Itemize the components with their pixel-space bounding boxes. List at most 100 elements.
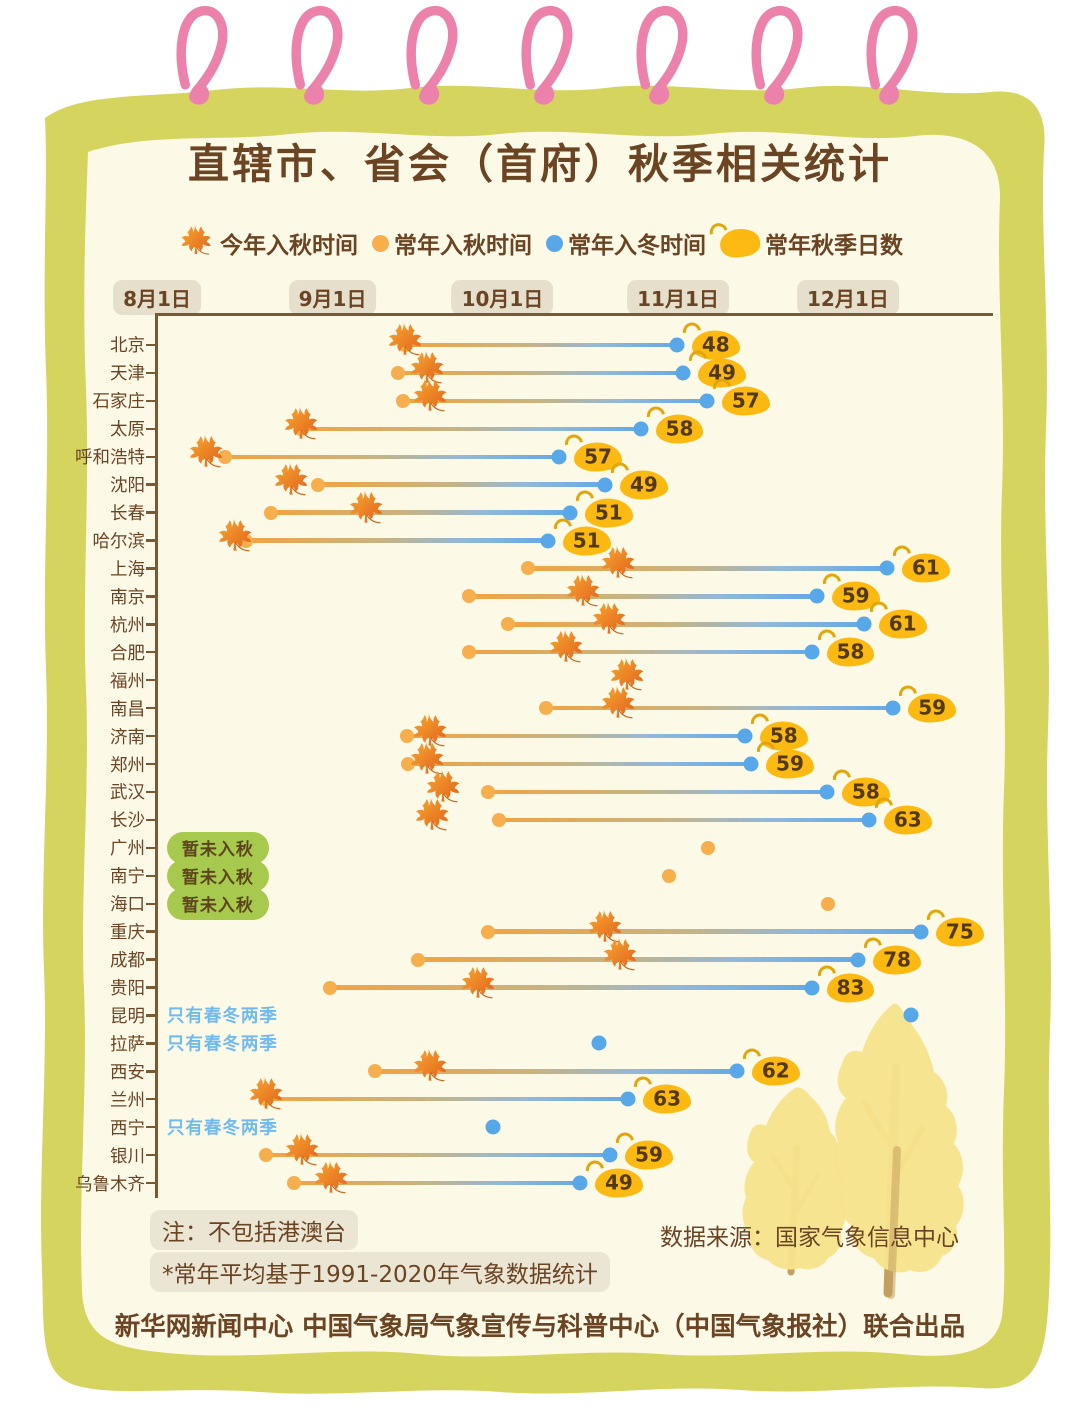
season-track: [294, 1180, 580, 1186]
city-label: 银川: [110, 1146, 145, 1167]
chart-row: 南宁 暂未入秋: [12, 859, 977, 892]
normal-autumn-dot: [400, 757, 415, 772]
legend-label: 常年入冬时间: [568, 233, 706, 259]
x-axis-labels: 8月1日 9月1日 10月1日 11月1日 12月1日: [113, 280, 977, 315]
chart-row: 西安 62: [12, 1056, 977, 1086]
chart-row: 长春 51: [12, 499, 977, 528]
no-autumn-badge: 暂未入秋: [166, 887, 269, 920]
autumn-days-badge: 61: [901, 553, 950, 583]
autumn-days-badge: 59: [625, 1140, 673, 1170]
city-label: 武汉: [110, 783, 145, 804]
footnotes: 注：不包括港澳台 *常年平均基于1991-2020年气象数据统计: [150, 1210, 610, 1292]
normal-autumn-dot: [287, 1176, 302, 1191]
chart-row: 重庆 75: [12, 918, 984, 947]
chart-row: 太原 58: [12, 415, 977, 444]
normal-winter-dot: [861, 812, 877, 828]
normal-winter-dot: [743, 756, 759, 772]
normal-autumn-dot: [258, 1148, 273, 1163]
normal-autumn-dot: [539, 701, 554, 716]
chart-row: 呼和浩特 57: [12, 442, 977, 472]
autumn-days-badge: 83: [826, 973, 875, 1003]
footnote-line: *常年平均基于1991-2020年气象数据统计: [150, 1252, 610, 1292]
normal-winter-dot: [737, 728, 753, 744]
maple-leaf-icon: [587, 601, 631, 643]
autumn-days-badge: 62: [751, 1056, 800, 1086]
no-autumn-badge: 暂未入秋: [166, 831, 269, 864]
orange-dot-icon: [372, 234, 389, 252]
maple-leaf-icon: [213, 517, 257, 559]
normal-autumn-dot: [411, 952, 426, 967]
city-label: 太原: [110, 420, 145, 441]
city-label: 成都: [110, 951, 145, 972]
maple-leaf-icon: [596, 685, 640, 727]
chart-row: 乌鲁木齐 49: [12, 1169, 977, 1198]
row-plot: 57: [146, 442, 977, 472]
chart-row: 济南 58: [12, 722, 977, 751]
chart-row: 天津 49: [12, 359, 977, 388]
data-source: 数据来源：国家气象信息中心: [660, 1225, 959, 1251]
two-seasons-text: 只有春冬两季: [166, 1006, 278, 1027]
normal-winter-dot: [551, 449, 567, 465]
chart-rows: 北京 48 天津 49 石家庄 57 太原 58 呼和浩特 57 沈阳 49 长春 51 哈尔滨 51 上海 61…: [12, 331, 984, 1198]
axis-tick-label: 9月1日: [288, 280, 377, 315]
season-track: [265, 1152, 611, 1158]
autumn-days-badge: 58: [826, 637, 875, 667]
autumn-days-badge: 57: [574, 442, 622, 472]
city-label: 广州: [110, 839, 145, 860]
maple-leaf-icon: [309, 1160, 353, 1202]
chart-row: 福州: [12, 666, 977, 694]
row-plot: 61: [146, 553, 977, 583]
city-label: 郑州: [110, 755, 145, 776]
row-plot: 59: [146, 693, 977, 723]
season-track: [224, 454, 560, 459]
city-label: 乌鲁木齐: [75, 1174, 145, 1195]
season-track: [527, 566, 887, 571]
row-plot: 49: [146, 359, 977, 388]
row-plot: 59: [146, 750, 977, 779]
row-plot: 78: [146, 946, 977, 975]
normal-winter-dot: [856, 616, 872, 632]
row-plot: 63: [146, 806, 977, 835]
chart-row: 上海 61: [12, 555, 977, 583]
autumn-days-badge: 49: [619, 470, 668, 500]
autumn-days-badge: 61: [878, 609, 927, 639]
row-plot: 只有春冬两季: [146, 1002, 977, 1030]
city-label: 海口: [110, 895, 145, 916]
row-plot: 62: [146, 1056, 977, 1086]
axis-tick-label: 10月1日: [451, 280, 554, 315]
normal-winter-dot: [597, 477, 613, 493]
season-track: [487, 789, 827, 795]
row-plot: 83: [146, 973, 977, 1003]
season-track: [469, 650, 812, 655]
page-title: 直辖市、省会（首府）秋季相关统计: [188, 140, 892, 188]
normal-winter-dot: [540, 533, 556, 549]
autumn-days-badge: 59: [908, 693, 957, 723]
normal-winter-dot: [572, 1175, 588, 1191]
legend: 今年入秋时间 常年入秋时间 常年入冬时间 常年秋季日数: [0, 224, 1080, 262]
normal-autumn-dot: [821, 896, 836, 911]
normal-autumn-dot: [310, 477, 325, 492]
city-label: 西安: [110, 1062, 145, 1083]
normal-winter-dot: [485, 1119, 501, 1135]
spiral-rings: [181, 11, 913, 100]
legend-item: 今年入秋时间: [177, 224, 358, 262]
row-plot: 58: [146, 778, 977, 807]
normal-autumn-dot: [462, 645, 477, 660]
normal-winter-dot: [903, 1007, 919, 1023]
maple-leaf-icon: [177, 224, 215, 262]
season-track: [329, 985, 812, 990]
normal-autumn-dot: [263, 505, 278, 520]
normal-autumn-dot: [501, 617, 516, 632]
city-label: 贵阳: [110, 979, 145, 1000]
normal-autumn-dot: [462, 589, 477, 604]
season-track: [317, 482, 605, 487]
autumn-days-badge: 57: [721, 386, 770, 416]
normal-autumn-dot: [399, 729, 414, 744]
legend-item: 常年入冬时间: [546, 226, 706, 260]
normal-autumn-dot: [368, 1064, 383, 1079]
normal-winter-dot: [819, 784, 835, 800]
row-plot: 58: [146, 637, 977, 667]
x-axis-line: [155, 313, 993, 316]
normal-autumn-dot: [480, 924, 495, 939]
chart-row: 杭州 61: [12, 609, 977, 639]
